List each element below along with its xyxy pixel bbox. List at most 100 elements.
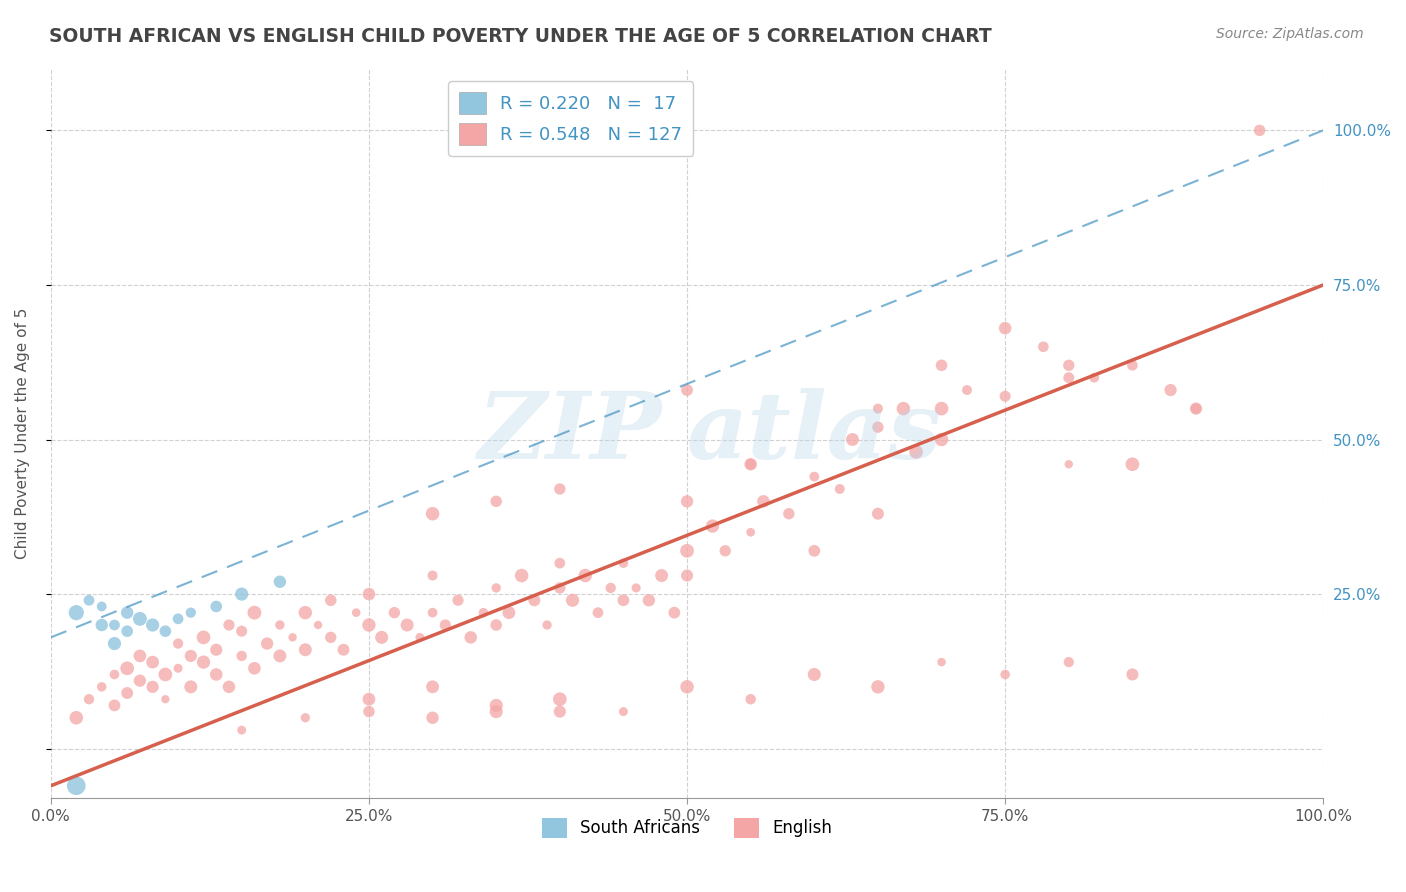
Point bbox=[664, 606, 686, 620]
Point bbox=[485, 618, 508, 632]
Point bbox=[841, 433, 863, 447]
Point bbox=[586, 606, 609, 620]
Point bbox=[155, 624, 177, 639]
Point bbox=[931, 359, 953, 373]
Text: SOUTH AFRICAN VS ENGLISH CHILD POVERTY UNDER THE AGE OF 5 CORRELATION CHART: SOUTH AFRICAN VS ENGLISH CHILD POVERTY U… bbox=[49, 27, 993, 45]
Point bbox=[218, 680, 240, 694]
Point bbox=[357, 618, 380, 632]
Point bbox=[422, 711, 444, 725]
Point bbox=[269, 574, 291, 589]
Point bbox=[218, 618, 240, 632]
Point bbox=[319, 593, 342, 607]
Point bbox=[460, 631, 482, 645]
Point bbox=[294, 711, 316, 725]
Point bbox=[344, 606, 367, 620]
Text: atlas: atlas bbox=[688, 388, 942, 478]
Point bbox=[103, 698, 125, 713]
Point bbox=[1057, 655, 1080, 669]
Point bbox=[599, 581, 621, 595]
Y-axis label: Child Poverty Under the Age of 5: Child Poverty Under the Age of 5 bbox=[15, 308, 30, 559]
Point bbox=[956, 383, 979, 397]
Point bbox=[866, 680, 889, 694]
Point bbox=[142, 618, 165, 632]
Point bbox=[115, 661, 138, 675]
Point bbox=[1121, 667, 1143, 681]
Point bbox=[77, 692, 100, 706]
Point bbox=[612, 705, 634, 719]
Point bbox=[523, 593, 546, 607]
Point bbox=[205, 599, 228, 614]
Point bbox=[90, 599, 112, 614]
Point bbox=[243, 606, 266, 620]
Point bbox=[243, 661, 266, 675]
Point bbox=[676, 494, 699, 508]
Point bbox=[129, 673, 152, 688]
Point bbox=[447, 593, 470, 607]
Point bbox=[905, 445, 928, 459]
Text: Source: ZipAtlas.com: Source: ZipAtlas.com bbox=[1216, 27, 1364, 41]
Point bbox=[307, 618, 329, 632]
Point bbox=[931, 401, 953, 416]
Point bbox=[866, 401, 889, 416]
Point bbox=[357, 692, 380, 706]
Point bbox=[548, 705, 571, 719]
Point bbox=[142, 680, 165, 694]
Point bbox=[803, 667, 825, 681]
Point bbox=[548, 581, 571, 595]
Point bbox=[676, 680, 699, 694]
Legend: South Africans, English: South Africans, English bbox=[536, 811, 838, 845]
Point bbox=[231, 624, 253, 639]
Point bbox=[1057, 457, 1080, 471]
Point bbox=[485, 581, 508, 595]
Point bbox=[90, 618, 112, 632]
Point bbox=[167, 661, 190, 675]
Point bbox=[1032, 340, 1054, 354]
Point bbox=[422, 568, 444, 582]
Point bbox=[115, 686, 138, 700]
Point bbox=[422, 680, 444, 694]
Point bbox=[931, 433, 953, 447]
Point bbox=[65, 711, 87, 725]
Point bbox=[994, 321, 1017, 335]
Point bbox=[740, 457, 762, 471]
Point bbox=[702, 519, 724, 533]
Point bbox=[561, 593, 583, 607]
Point bbox=[485, 698, 508, 713]
Point bbox=[574, 568, 596, 582]
Point bbox=[231, 648, 253, 663]
Point bbox=[256, 636, 278, 650]
Point bbox=[866, 507, 889, 521]
Point bbox=[384, 606, 406, 620]
Point bbox=[1185, 401, 1208, 416]
Point bbox=[548, 482, 571, 496]
Point bbox=[624, 581, 647, 595]
Point bbox=[129, 648, 152, 663]
Point bbox=[866, 420, 889, 434]
Point bbox=[180, 680, 202, 694]
Point bbox=[269, 648, 291, 663]
Point bbox=[740, 692, 762, 706]
Point bbox=[803, 544, 825, 558]
Point bbox=[612, 593, 634, 607]
Point bbox=[676, 568, 699, 582]
Point bbox=[1185, 401, 1208, 416]
Point bbox=[828, 482, 851, 496]
Point bbox=[65, 779, 87, 793]
Point bbox=[1121, 457, 1143, 471]
Point bbox=[994, 389, 1017, 403]
Point bbox=[1249, 123, 1271, 137]
Point bbox=[115, 606, 138, 620]
Point bbox=[77, 593, 100, 607]
Point bbox=[548, 692, 571, 706]
Point bbox=[651, 568, 673, 582]
Point bbox=[115, 624, 138, 639]
Point bbox=[357, 705, 380, 719]
Point bbox=[193, 631, 215, 645]
Point bbox=[332, 642, 354, 657]
Point bbox=[167, 636, 190, 650]
Point bbox=[510, 568, 533, 582]
Point bbox=[1160, 383, 1182, 397]
Point bbox=[740, 457, 762, 471]
Point bbox=[740, 525, 762, 540]
Point bbox=[676, 383, 699, 397]
